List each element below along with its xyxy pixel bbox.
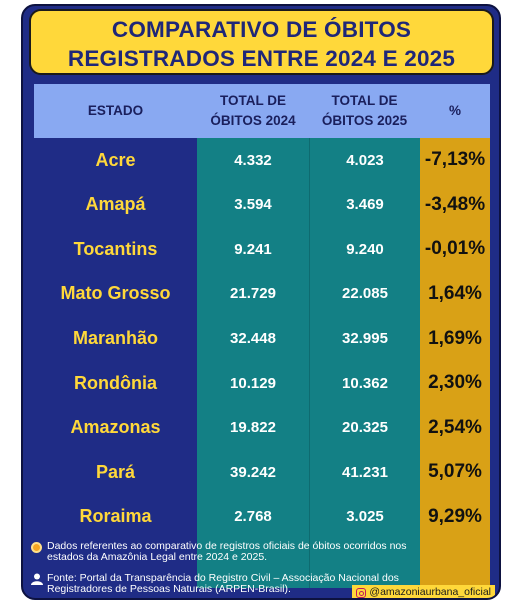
total-2024-cell: 9.241 [234, 240, 272, 258]
header-total-2024: TOTAL DE ÓBITOS 2024 [210, 93, 296, 128]
instagram-handle[interactable]: @amazoniaurbana_oficial [352, 585, 495, 598]
state-cell: Pará [95, 461, 136, 482]
total-2024-cell: 3.594 [234, 196, 272, 214]
total-2025-cell: 20.325 [342, 419, 388, 437]
note-line-2: estados da Amazônia Legal entre 2024 e 2… [47, 551, 268, 563]
total-2025-cell: 41.231 [342, 463, 388, 481]
state-cell: Rondônia [74, 372, 157, 393]
percent-cell: 5,07% [428, 461, 482, 483]
total-2024-cell: 39.242 [230, 463, 276, 481]
state-cell: Maranhão [72, 328, 159, 348]
infographic-card: COMPARATIVO DE ÓBITOS REGISTRADOS ENTRE … [21, 4, 501, 600]
state-cell: Acre [95, 149, 136, 170]
total-2025-cell: 10.362 [342, 374, 388, 392]
total-2024-cell: 32.448 [230, 330, 276, 347]
total-2025-cell: 4.023 [346, 151, 384, 169]
total-2025-cell: 22.085 [342, 285, 388, 303]
state-cell: Amapá [85, 194, 146, 215]
total-2024-cell: 2.768 [234, 508, 272, 526]
header-percent: % [448, 103, 461, 118]
percent-cell: -7,13% [424, 149, 486, 171]
percent-cell: -3,48% [424, 193, 486, 215]
percent-cell: 2,54% [428, 416, 482, 438]
total-2025-cell: 9.240 [346, 240, 384, 258]
percent-cell: 9,29% [428, 505, 482, 527]
percent-cell: 1,64% [428, 282, 482, 304]
total-2024-cell: 4.332 [234, 151, 272, 169]
column-2025: 4.023 3.469 9.240 22.085 32.995 10.362 20.325 4… [309, 138, 420, 588]
header-estado: ESTADO [87, 103, 144, 118]
instagram-icon [356, 587, 367, 598]
percent-cell: -0,01% [424, 238, 486, 260]
total-2025-cell: 3.025 [346, 508, 384, 526]
footer: Dados referentes ao comparativo de regis… [29, 540, 497, 598]
total-2024-cell: 10.129 [230, 374, 276, 392]
percent-cell: 2,30% [428, 372, 482, 394]
table-header: ESTADO TOTAL DE ÓBITOS 2024 TOTAL DE ÓBITO… [34, 84, 490, 138]
handle-text: @amazoniaurbana_oficial [369, 586, 491, 598]
header-total-2025: TOTAL DE ÓBITOS 2025 [321, 93, 408, 128]
state-cell: Amazonas [70, 417, 161, 438]
source-line-2: Registradores de Pessoas Naturais (ARPEN… [47, 583, 291, 595]
note-line-1: Dados referentes ao comparativo de regis… [47, 540, 407, 552]
total-2024-cell: 19.822 [230, 419, 276, 437]
table-body: Acre Amapá Tocantins Mato Grosso Maranhão Ron… [34, 138, 490, 588]
state-cell: Roraima [79, 506, 152, 527]
percent-cell: 1,69% [428, 327, 482, 349]
title-box: COMPARATIVO DE ÓBITOS REGISTRADOS ENTRE … [29, 9, 494, 75]
column-2024: 4.332 3.594 9.241 21.729 32.448 10.129 19.822 3… [197, 138, 309, 588]
column-estado: Acre Amapá Tocantins Mato Grosso Maranhão Ron… [34, 138, 197, 588]
comparison-table: ESTADO TOTAL DE ÓBITOS 2024 TOTAL DE ÓBITO… [34, 84, 490, 588]
bullet-icon [31, 542, 42, 553]
total-2025-cell: 3.469 [346, 196, 384, 214]
column-percent: -7,13% -3,48% -0,01% 1,64% 1,69% 2,30% 2,54% 5,… [420, 138, 490, 588]
total-2025-cell: 32.995 [342, 330, 388, 347]
state-cell: Mato Grosso [60, 283, 171, 304]
source-line-1: Fonte: Portal da Transparência do Regist… [47, 572, 399, 584]
user-icon [31, 573, 43, 585]
total-2024-cell: 21.729 [230, 285, 276, 303]
title-line-1: COMPARATIVO DE ÓBITOS [111, 17, 412, 42]
state-cell: Tocantins [73, 238, 158, 259]
title-line-2: REGISTRADOS ENTRE 2024 E 2025 [67, 46, 456, 71]
